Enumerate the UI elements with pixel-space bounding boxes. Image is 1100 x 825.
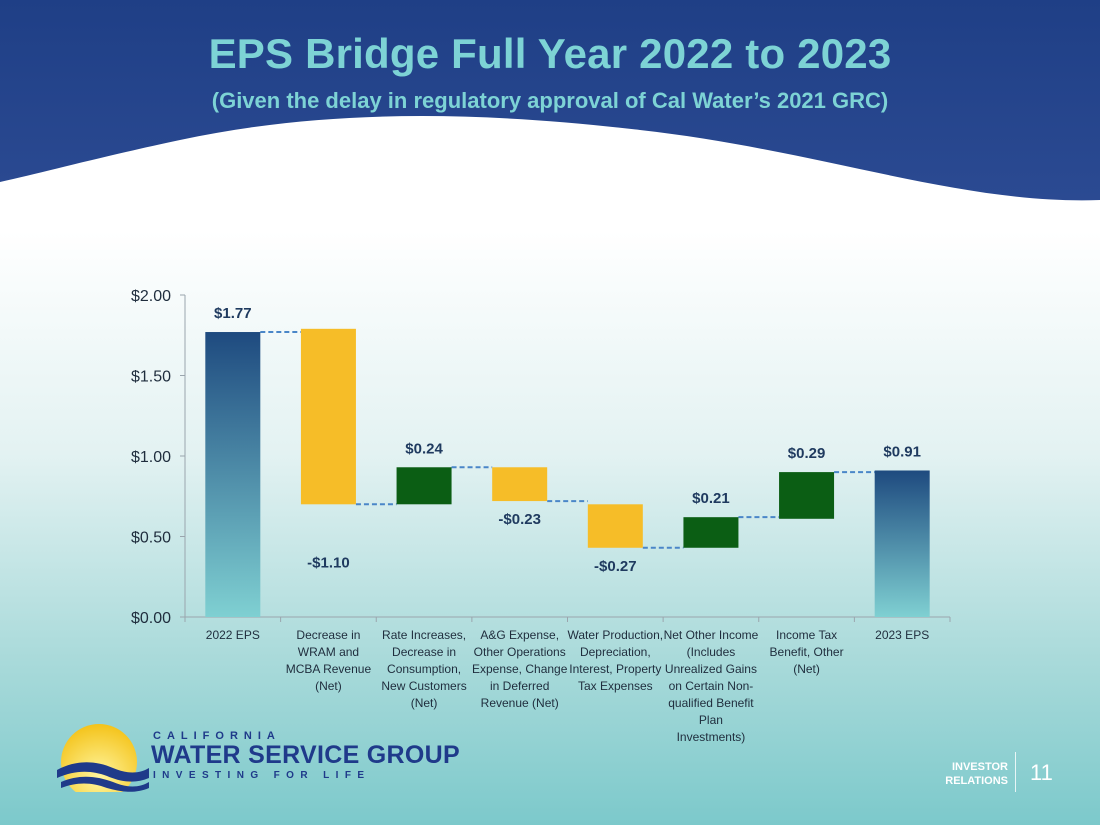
bar-value-label: $0.29: [788, 445, 826, 462]
bar-decrease: [587, 504, 643, 548]
bar-value-label: -$1.10: [307, 554, 350, 571]
footer-divider: [1015, 752, 1016, 792]
y-tick-label: $0.00: [131, 610, 171, 627]
x-category-label: Decrease in WRAM and MCBA Revenue (Net): [285, 628, 372, 693]
sun-wave-icon: [57, 724, 149, 792]
header-wave-background: [0, 0, 1100, 201]
x-category-label: Water Production, Depreciation, Interest…: [567, 628, 664, 693]
page-title: EPS Bridge Full Year 2022 to 2023: [208, 30, 892, 77]
logo-main-text: WATER SERVICE GROUP: [151, 741, 460, 769]
connector-lines: [260, 331, 875, 549]
bars: [205, 328, 930, 617]
bar-value-label: -$0.23: [498, 511, 541, 528]
ir-line-2: RELATIONS: [945, 775, 1008, 787]
bar-value-label: $0.21: [692, 490, 730, 507]
logo-tagline: INVESTING FOR LIFE: [153, 770, 371, 781]
y-tick-label: $1.50: [131, 369, 171, 386]
ir-line-1: INVESTOR: [951, 761, 1008, 773]
bar-increase: [779, 472, 835, 519]
bar-increase: [396, 467, 452, 505]
x-category-label: A&G Expense, Other Operations Expense, C…: [471, 628, 568, 710]
eps-waterfall-chart: $0.00$0.50$1.00$1.50$2.00 $1.77-$1.10$0.…: [131, 288, 951, 627]
bar-value-label: -$0.27: [594, 558, 637, 575]
page-number: 11: [1030, 760, 1053, 785]
page-subtitle: (Given the delay in regulatory approval …: [211, 88, 889, 113]
investor-relations-label: INVESTOR RELATIONS: [945, 760, 1008, 788]
y-tick-label: $0.50: [131, 530, 171, 547]
x-category-label: Income Tax Benefit, Other (Net): [769, 628, 844, 676]
logo-top-text: CALIFORNIA: [153, 730, 281, 742]
y-axis: $0.00 $0.50 $1.00 $1.50 $2.00: [131, 288, 951, 627]
data-labels: $1.77 -$1.10 $0.24 -$0.23 -$0.27 $0.21 $0.29 $0…: [214, 305, 921, 575]
bar-total: [874, 470, 930, 617]
company-logo: CALIFORNIA WATER SERVICE GROUP INVESTING…: [55, 722, 460, 792]
bar-value-label: $0.24: [405, 440, 443, 457]
bar-increase: [683, 517, 739, 548]
x-category-label: Net Other Income (Includes Unrealized Ga…: [663, 628, 759, 744]
bar-value-label: $0.91: [883, 443, 921, 460]
y-tick-label: $2.00: [131, 288, 171, 305]
y-tick-label: $1.00: [131, 449, 171, 466]
x-category-label: Rate Increases, Decrease in Consumption,…: [381, 628, 467, 710]
x-category-label: 2023 EPS: [875, 628, 930, 642]
bar-decrease: [300, 328, 356, 505]
bar-total: [205, 332, 261, 617]
x-category-label: 2022 EPS: [205, 628, 260, 642]
bar-value-label: $1.77: [214, 305, 252, 322]
bar-decrease: [492, 467, 548, 502]
